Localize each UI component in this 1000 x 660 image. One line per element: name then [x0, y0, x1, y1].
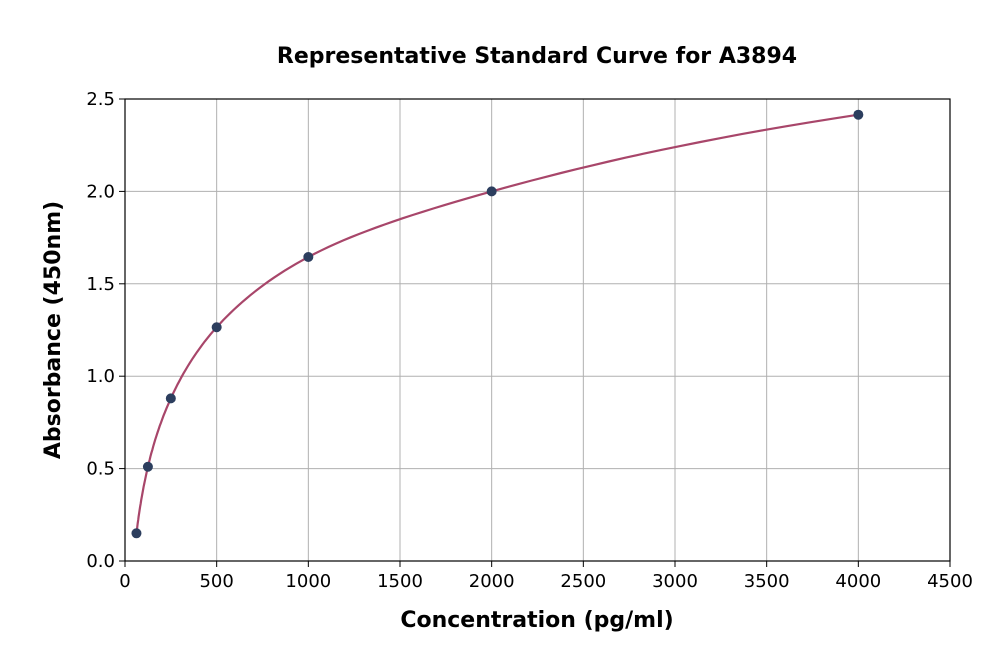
- x-tick-label: 4000: [835, 571, 881, 592]
- fit-line: [135, 113, 859, 534]
- data-point: [142, 461, 153, 472]
- x-tick-label: 2500: [560, 571, 606, 592]
- data-point: [853, 109, 864, 120]
- data-points: [131, 109, 864, 539]
- y-tick-label: 1.5: [86, 274, 115, 295]
- x-tick-label: 1000: [285, 571, 331, 592]
- plot-frame: [124, 98, 951, 562]
- fit-curve: [135, 113, 859, 534]
- data-point: [211, 322, 222, 333]
- chart-title: Representative Standard Curve for A3894: [277, 44, 797, 69]
- x-tick-label: 4500: [927, 571, 973, 592]
- x-tick-label: 3500: [744, 571, 790, 592]
- x-tick-label: 1500: [377, 571, 423, 592]
- y-tick-label: 1.0: [86, 366, 115, 387]
- data-point: [486, 186, 497, 197]
- grid: [124, 98, 951, 562]
- y-tick-label: 0.0: [86, 551, 115, 572]
- x-axis-label: Concentration (pg/ml): [400, 608, 673, 633]
- y-tick-label: 2.5: [86, 89, 115, 110]
- y-tick-label: 0.5: [86, 459, 115, 480]
- y-axis-label: Absorbance (450nm): [41, 201, 66, 459]
- x-tick-label: 2000: [469, 571, 515, 592]
- data-point: [303, 252, 314, 263]
- axis-ticks: 0 500 1000 1500 2000 2500 3000 3500 4000 4500 0.0 0…: [86, 89, 973, 592]
- x-tick-label: 0: [119, 571, 130, 592]
- x-tick-label: 3000: [652, 571, 698, 592]
- data-point: [165, 393, 176, 404]
- y-tick-label: 2.0: [86, 181, 115, 202]
- data-point: [131, 528, 142, 539]
- x-tick-label: 500: [199, 571, 233, 592]
